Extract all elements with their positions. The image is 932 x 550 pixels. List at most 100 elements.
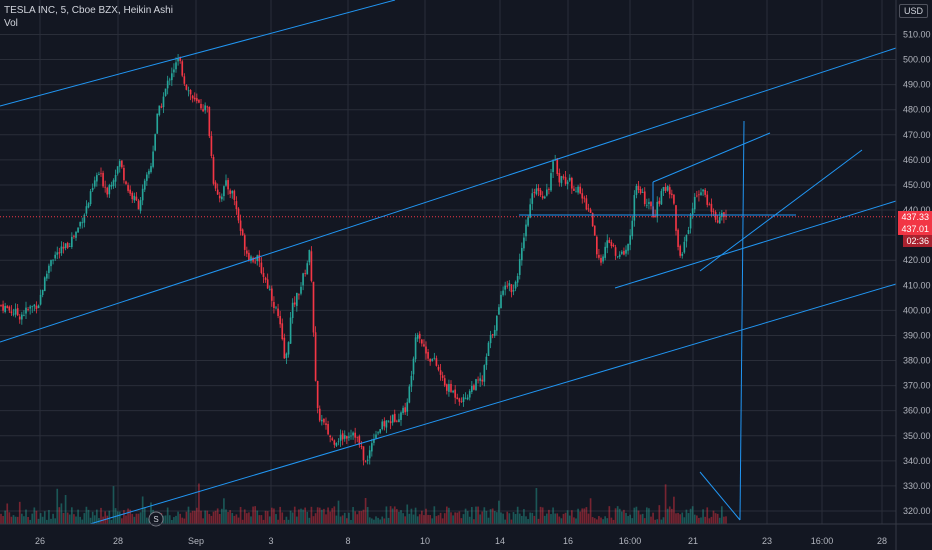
candle-body: [556, 158, 559, 174]
candle-body: [210, 136, 213, 156]
volume-bar: [250, 516, 252, 524]
volume-indicator-label[interactable]: Vol: [4, 18, 18, 29]
candle-body: [110, 184, 113, 187]
candle-body: [606, 240, 609, 248]
candle-body: [389, 421, 392, 424]
candle-body: [466, 397, 469, 400]
candle-body: [104, 186, 106, 188]
candle-body: [698, 194, 700, 196]
split-event-marker[interactable]: S: [148, 511, 164, 527]
volume-bar: [412, 514, 415, 524]
volume-bar: [675, 513, 677, 524]
volume-bar: [281, 512, 284, 524]
candle-body: [183, 76, 186, 84]
volume-bar: [85, 506, 88, 524]
volume-bar: [548, 509, 550, 524]
candle-body: [458, 398, 461, 402]
volume-bar: [437, 515, 440, 524]
volume-bar: [456, 512, 459, 524]
volume-bar: [348, 512, 350, 524]
main-channel-lower-line[interactable]: [89, 283, 897, 525]
projection-diagonal-line[interactable]: [699, 471, 741, 521]
candle-body: [685, 235, 688, 242]
candle-body: [2, 304, 4, 311]
x-tick-label: 8: [345, 536, 350, 546]
volume-bar: [362, 509, 365, 524]
candle-body: [281, 323, 284, 340]
x-tick-label: 23: [762, 536, 772, 546]
volume-bar: [446, 506, 448, 524]
x-tick-label: 3: [268, 536, 273, 546]
volume-bar: [193, 510, 196, 524]
wedge-lower-line[interactable]: [614, 200, 897, 289]
volume-bar: [100, 507, 102, 524]
volume-bar: [652, 512, 654, 524]
volume-bar: [325, 514, 327, 524]
volume-bar: [231, 512, 234, 524]
volume-bar: [262, 519, 265, 524]
candle-body: [564, 177, 567, 184]
projection-vertical-line[interactable]: [739, 120, 745, 521]
volume-bar: [537, 518, 540, 524]
currency-button[interactable]: USD: [898, 4, 928, 18]
candle-body: [662, 186, 665, 192]
candle-body: [602, 256, 604, 262]
volume-bar: [610, 517, 613, 524]
wedge-upper-line[interactable]: [652, 132, 771, 183]
candle-body: [304, 273, 306, 274]
x-tick-label: 21: [688, 536, 698, 546]
rising-trend-line[interactable]: [699, 149, 863, 272]
candle-body: [471, 385, 473, 392]
volume-bar: [650, 516, 652, 524]
volume-bar: [381, 516, 384, 524]
candle-body: [291, 302, 294, 318]
prev-price-tag: 437.01: [898, 223, 932, 235]
volume-bar: [143, 507, 146, 524]
volume-bar: [35, 510, 38, 524]
volume-bar: [135, 513, 138, 524]
volume-bar: [331, 508, 334, 524]
volume-bar: [475, 506, 477, 524]
candle-body: [604, 246, 606, 258]
candle-body: [706, 194, 709, 205]
candle-body: [406, 402, 409, 412]
candle-body: [308, 249, 311, 263]
candle-body: [268, 289, 271, 291]
main-channel-upper-line[interactable]: [0, 47, 897, 343]
candle-body: [298, 294, 300, 296]
volume-bar: [166, 507, 169, 524]
symbol-title[interactable]: TESLA INC, 5, Cboe BZX, Heikin Ashi: [4, 5, 173, 16]
candle-body: [227, 180, 229, 190]
candle-body: [185, 85, 188, 90]
candle-body: [68, 246, 71, 247]
candle-body: [650, 202, 652, 207]
volume-bar: [496, 512, 498, 524]
candle-body: [416, 335, 419, 339]
candle-body: [712, 211, 715, 213]
volume-bar: [448, 507, 450, 524]
volume-bar: [173, 517, 175, 524]
candle-body: [58, 252, 61, 254]
candle-body: [400, 412, 402, 420]
volume-bar: [43, 511, 46, 524]
candle-body: [171, 73, 173, 81]
volume-bar: [212, 511, 215, 524]
volume-bar: [723, 516, 725, 524]
candle-body: [129, 189, 131, 194]
drawing-layer[interactable]: S: [0, 0, 897, 527]
volume-bar: [239, 506, 242, 524]
upper-channel-line[interactable]: [0, 0, 396, 107]
volume-bar: [687, 513, 690, 524]
volume-bar: [75, 516, 77, 524]
volume-bar: [58, 507, 61, 524]
candle-body: [366, 459, 369, 461]
candle-body: [62, 246, 65, 249]
volume-bar: [391, 508, 394, 524]
volume-bar: [383, 518, 386, 524]
volume-bar: [214, 510, 217, 524]
volume-bar: [443, 513, 446, 524]
volume-bar: [533, 515, 536, 524]
